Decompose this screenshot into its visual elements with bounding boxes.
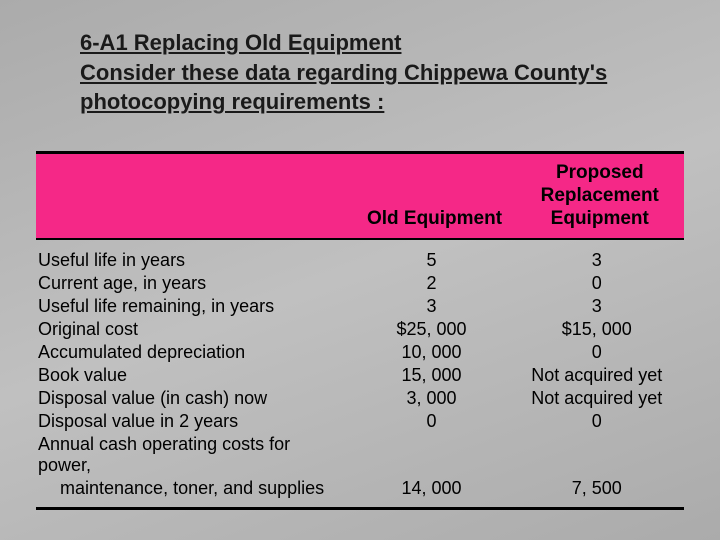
- row-new: 0: [516, 272, 684, 295]
- row-label: Disposal value in 2 years: [36, 410, 354, 433]
- row-new: 3: [516, 295, 684, 318]
- row-label: Useful life in years: [36, 249, 354, 272]
- header-old-text: Old Equipment: [360, 190, 510, 231]
- table-row: Original cost $25, 000 $15, 000: [36, 318, 684, 341]
- row-label: Accumulated depreciation: [36, 341, 354, 364]
- slide-heading: 6-A1 Replacing Old Equipment Consider th…: [36, 28, 684, 117]
- table-header-row: Old Equipment Proposed Replacement Equip…: [36, 153, 684, 240]
- row-label: maintenance, toner, and supplies: [36, 477, 354, 509]
- row-label: Disposal value (in cash) now: [36, 387, 354, 410]
- table-row: Useful life remaining, in years 3 3: [36, 295, 684, 318]
- row-label: Book value: [36, 364, 354, 387]
- table-row: Disposal value in 2 years 0 0: [36, 410, 684, 433]
- table-row: Accumulated depreciation 10, 000 0: [36, 341, 684, 364]
- title-line-1: 6-A1 Replacing Old Equipment: [80, 28, 684, 58]
- header-metric: [36, 153, 354, 240]
- equipment-comparison-table: Old Equipment Proposed Replacement Equip…: [36, 151, 684, 510]
- row-old: 14, 000: [354, 477, 516, 509]
- row-old: $25, 000: [354, 318, 516, 341]
- spacer-row: [36, 239, 684, 249]
- row-old: 0: [354, 410, 516, 433]
- slide-container: 6-A1 Replacing Old Equipment Consider th…: [0, 0, 720, 510]
- table-row: Current age, in years 2 0: [36, 272, 684, 295]
- table-row: Annual cash operating costs for power,: [36, 433, 684, 477]
- header-new: Proposed Replacement Equipment: [516, 153, 684, 240]
- table-row: Book value 15, 000 Not acquired yet: [36, 364, 684, 387]
- table-row: maintenance, toner, and supplies 14, 000…: [36, 477, 684, 509]
- row-old: 3: [354, 295, 516, 318]
- row-new: [516, 433, 684, 477]
- header-old: Old Equipment: [354, 153, 516, 240]
- table-row: Disposal value (in cash) now 3, 000 Not …: [36, 387, 684, 410]
- row-old: 3, 000: [354, 387, 516, 410]
- row-new: $15, 000: [516, 318, 684, 341]
- row-new: 0: [516, 341, 684, 364]
- row-new: Not acquired yet: [516, 387, 684, 410]
- table-row: Useful life in years 5 3: [36, 249, 684, 272]
- title-line-2: Consider these data regarding Chippewa C…: [80, 58, 684, 88]
- row-old: 5: [354, 249, 516, 272]
- row-new: 7, 500: [516, 477, 684, 509]
- row-new: 0: [516, 410, 684, 433]
- title-line-3: photocopying requirements :: [80, 87, 684, 117]
- header-new-text: Proposed Replacement Equipment: [522, 162, 678, 230]
- row-new: Not acquired yet: [516, 364, 684, 387]
- row-label: Annual cash operating costs for power,: [36, 433, 354, 477]
- row-old: [354, 433, 516, 477]
- row-old: 2: [354, 272, 516, 295]
- row-label: Original cost: [36, 318, 354, 341]
- row-new: 3: [516, 249, 684, 272]
- row-label: Current age, in years: [36, 272, 354, 295]
- row-old: 15, 000: [354, 364, 516, 387]
- row-old: 10, 000: [354, 341, 516, 364]
- row-label: Useful life remaining, in years: [36, 295, 354, 318]
